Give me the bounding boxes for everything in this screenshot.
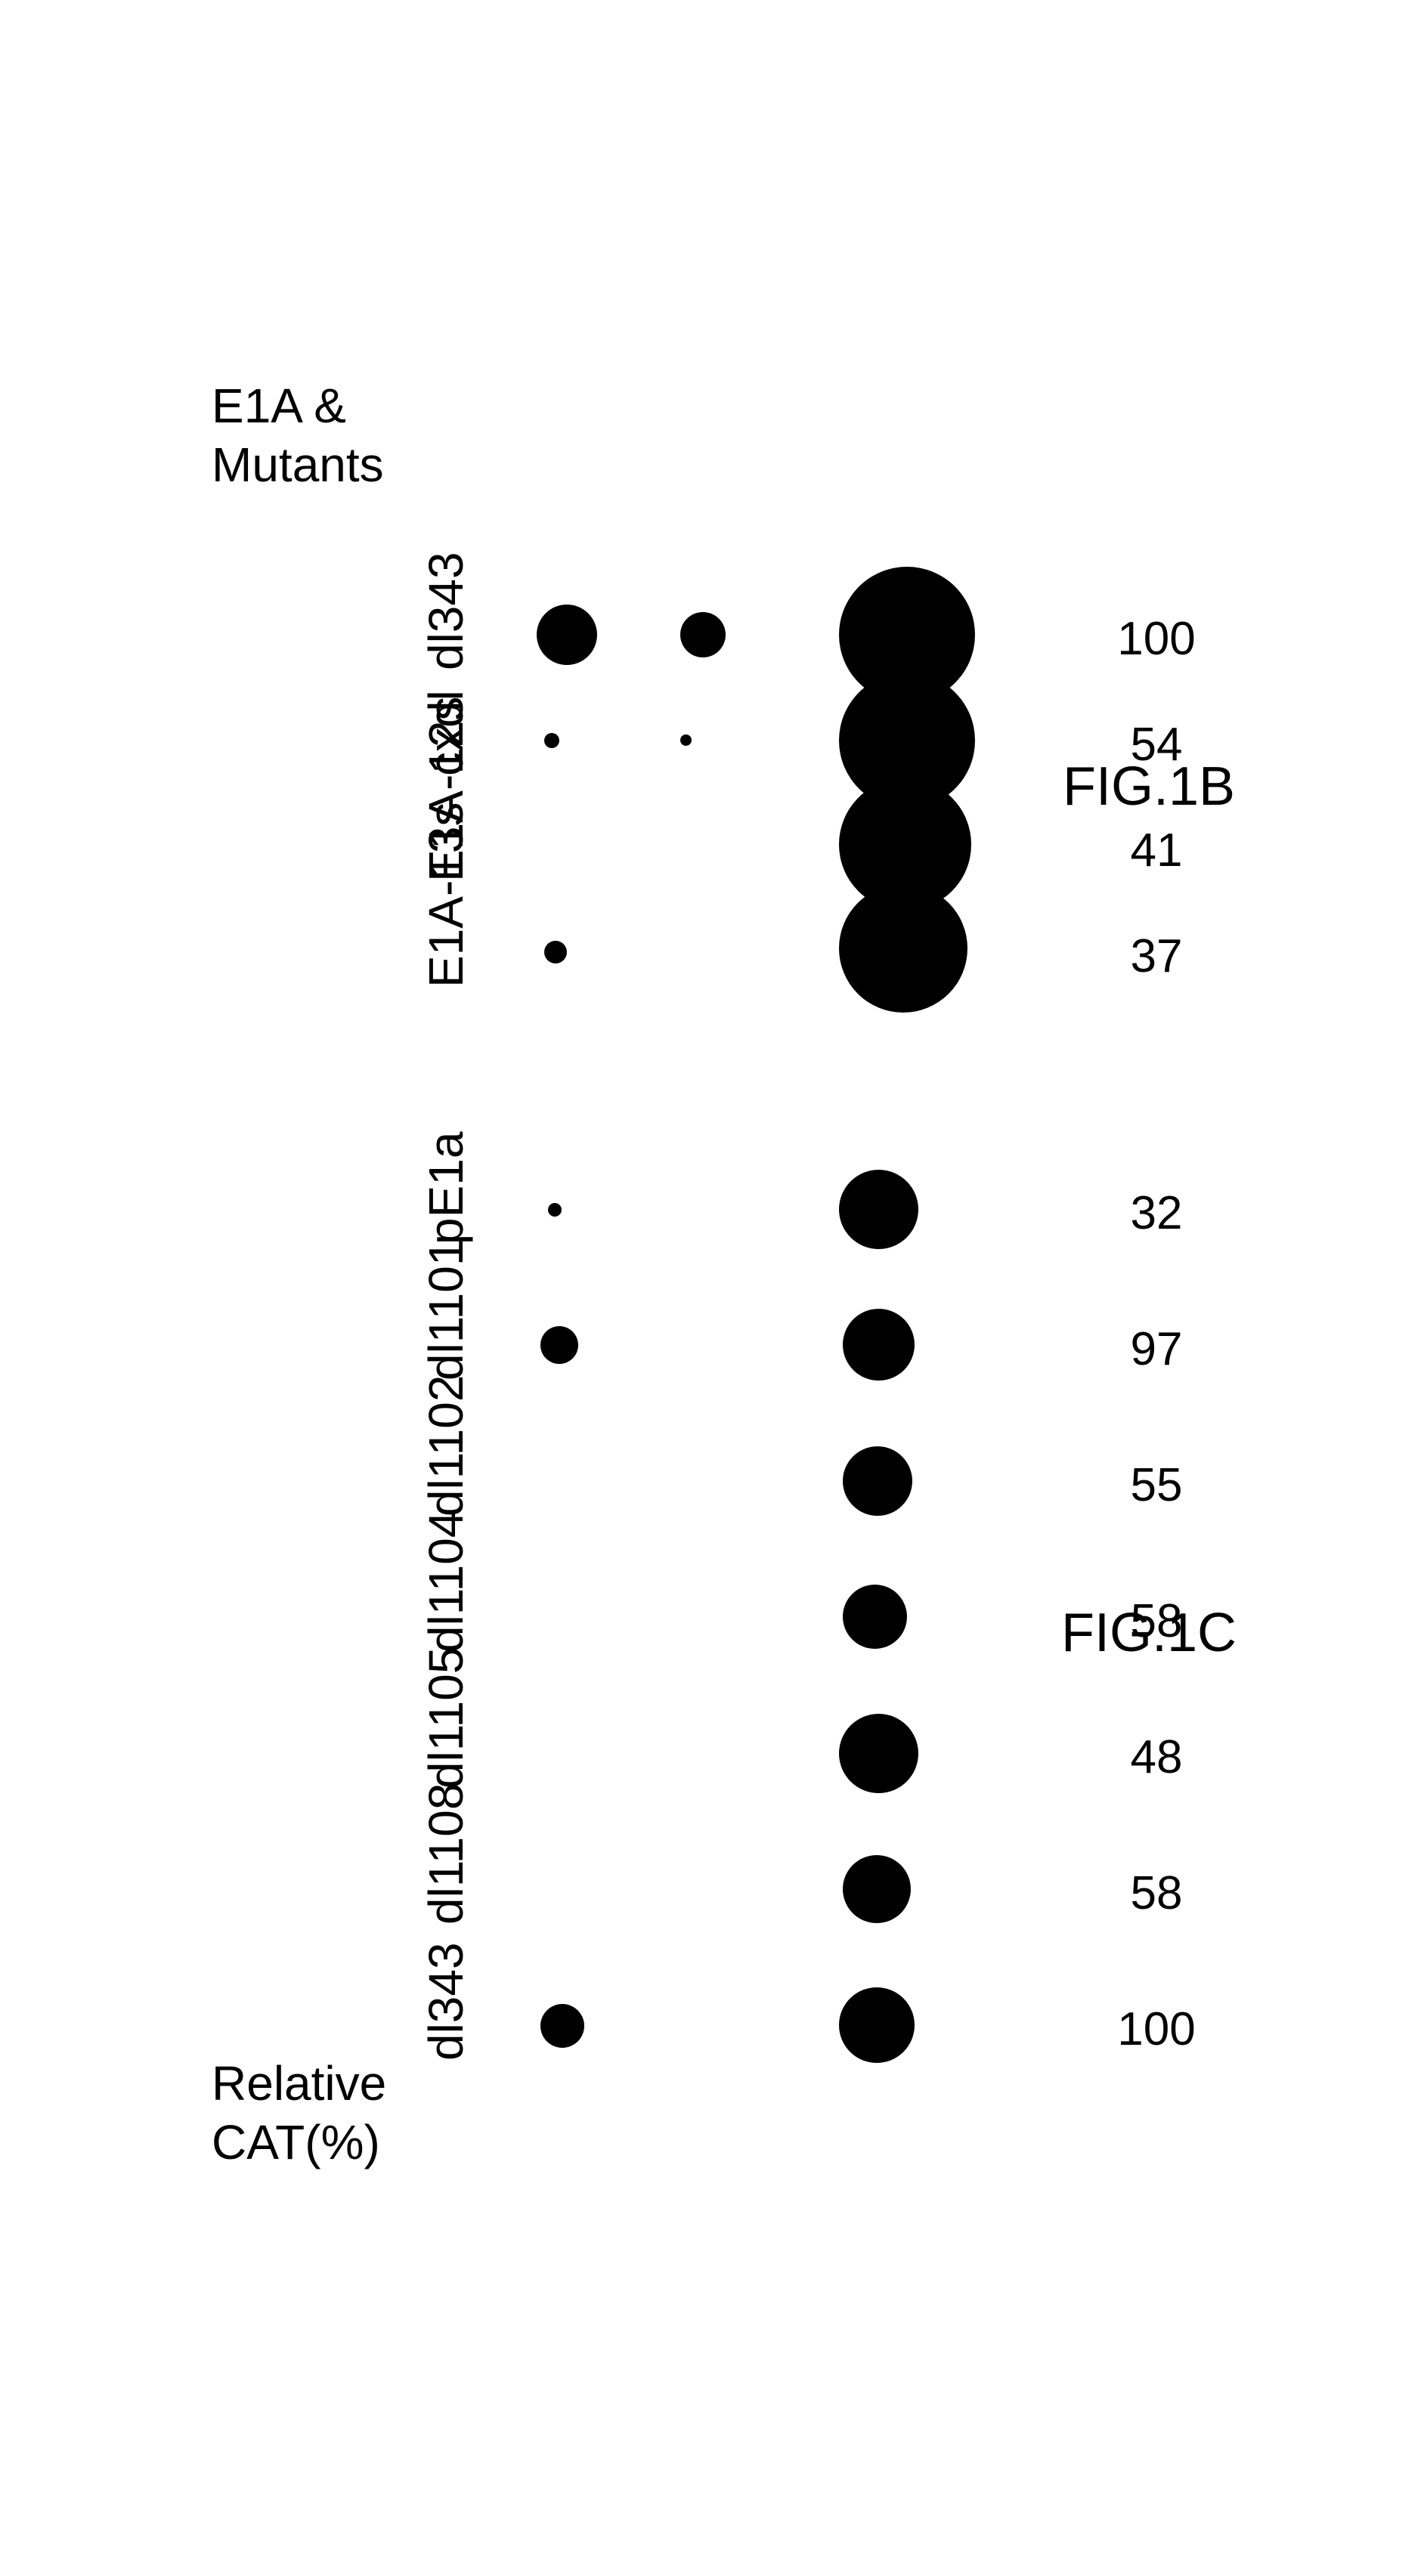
lane-dl1105: dl110548 xyxy=(212,1693,1209,1814)
lane-dl1108: dl110858 xyxy=(212,1829,1209,1950)
lane-value: 48 xyxy=(1104,1730,1209,1784)
lane-label: E1A-13s xyxy=(418,802,474,988)
figure-container: E1A & Mutants dl343100cxdl54E1A-12s41E1A… xyxy=(212,378,1209,2191)
header-line2: Mutants xyxy=(212,437,384,493)
blot-spot xyxy=(537,605,597,665)
lane-E1A-13s: E1A-13s37 xyxy=(212,892,1209,1013)
lane-value: 97 xyxy=(1104,1322,1209,1376)
lane-label: dl1102 xyxy=(418,1375,474,1517)
blot-spot xyxy=(839,884,967,1013)
panel-c-label: FIG.1C xyxy=(1058,1602,1240,1664)
footer-label: Relative CAT(%) xyxy=(212,2055,438,2101)
lane-value: 100 xyxy=(1104,2002,1209,2056)
lane-value: 32 xyxy=(1104,1186,1209,1240)
blot-spot xyxy=(839,1170,918,1249)
lane-value: 55 xyxy=(1104,1458,1209,1512)
lane-label: dl1105 xyxy=(418,1647,474,1789)
lane-label: pE1a xyxy=(418,1132,474,1245)
lane-value: 100 xyxy=(1104,612,1209,666)
lane-value: 37 xyxy=(1104,929,1209,983)
blot-spot xyxy=(843,1855,911,1923)
lane-label: dl1104 xyxy=(418,1511,474,1653)
footer-line1: Relative xyxy=(212,2055,386,2111)
lane-label: dl1108 xyxy=(418,1783,474,1925)
blot-spot xyxy=(843,1446,912,1516)
blot-spot xyxy=(544,941,567,963)
lane-pE1a: pE1a32 xyxy=(212,1149,1209,1269)
blot-spot xyxy=(839,1987,915,2063)
panel-b-label: FIG.1B xyxy=(1058,756,1240,818)
lane-dl343: dl343100 xyxy=(212,574,1209,695)
header-label: E1A & Mutants xyxy=(212,378,438,544)
footer-line2: CAT(%) xyxy=(212,2114,380,2170)
blot-spot xyxy=(843,1585,907,1649)
lane-value: 41 xyxy=(1104,824,1209,877)
blot-spot xyxy=(680,734,692,746)
blot-spot xyxy=(843,1309,915,1381)
lane-dl1101: dl110197 xyxy=(212,1285,1209,1406)
blot-spot xyxy=(540,2004,584,2048)
lane-value: 58 xyxy=(1104,1866,1209,1920)
blot-spot xyxy=(548,1203,562,1217)
header-line1: E1A & xyxy=(212,378,346,434)
blot-spot xyxy=(680,612,726,657)
lane-dl1102: dl110255 xyxy=(212,1421,1209,1542)
blot-spot xyxy=(544,733,559,748)
lane-label: dl343 xyxy=(418,552,474,670)
blot-spot xyxy=(839,1714,918,1793)
lane-label: dl1101 xyxy=(418,1239,474,1381)
blot-spot xyxy=(540,1326,578,1364)
lane-label: dl343 xyxy=(418,1942,474,2061)
